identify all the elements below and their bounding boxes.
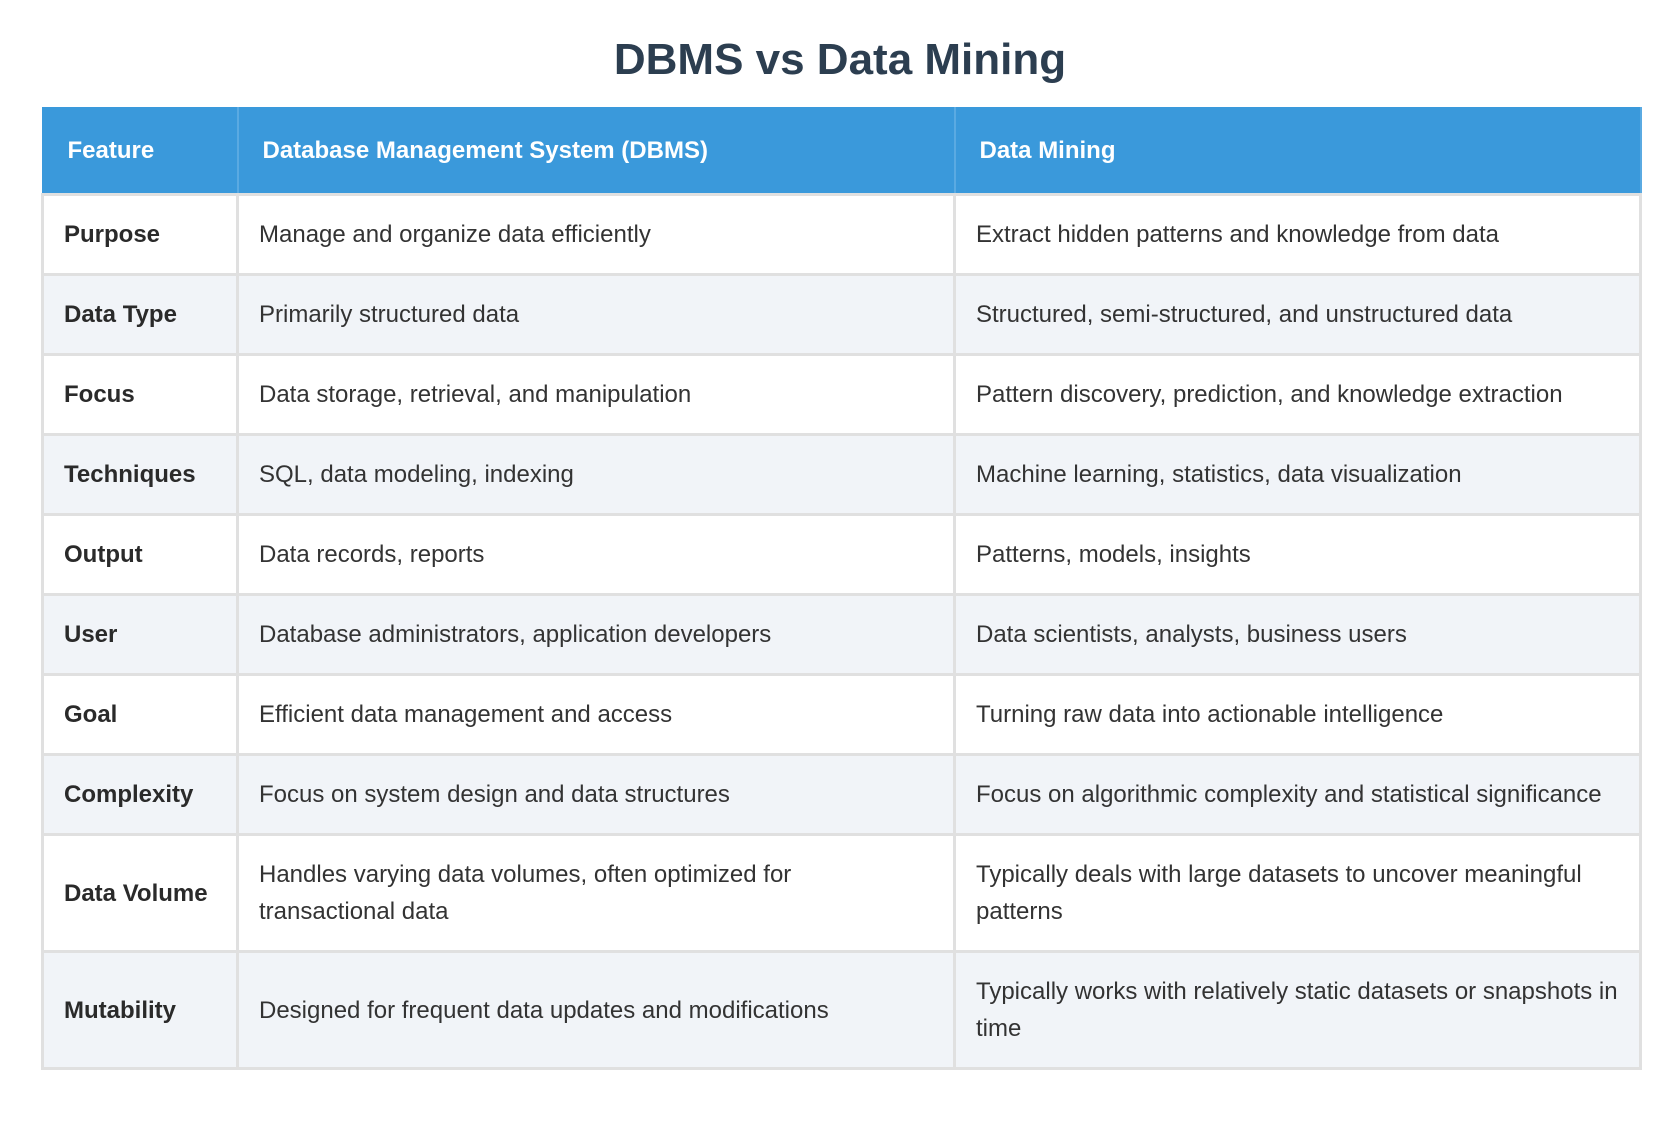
column-header: Data Mining bbox=[953, 107, 1642, 196]
table-cell: Machine learning, statistics, data visua… bbox=[953, 433, 1642, 516]
table-row: Techniques SQL, data modeling, indexing Ma… bbox=[41, 433, 1642, 516]
table-row: User Database administrators, application… bbox=[41, 593, 1642, 676]
table-row: Complexity Focus on system design and dat… bbox=[41, 753, 1642, 836]
feature-cell: Data Volume bbox=[41, 833, 239, 953]
table-cell: Pattern discovery, prediction, and knowl… bbox=[953, 353, 1642, 436]
feature-cell: User bbox=[41, 593, 239, 676]
table-cell: Focus on system design and data structur… bbox=[236, 753, 956, 836]
table-row: Purpose Manage and organize data efficien… bbox=[41, 193, 1642, 276]
title: DBMS vs Data Mining bbox=[613, 35, 1067, 84]
table-cell: Manage and organize data efficiently bbox=[236, 193, 956, 276]
feature-cell: Focus bbox=[41, 353, 239, 436]
feature-cell: Data Type bbox=[41, 273, 239, 356]
feature-cell: Techniques bbox=[41, 433, 239, 516]
table-row: Data Type Primarily structured data Struct… bbox=[41, 273, 1642, 356]
table-cell: Data records, reports bbox=[236, 513, 956, 596]
table-row: Focus Data storage, retrieval, and manipu… bbox=[41, 353, 1642, 436]
table-cell: Primarily structured data bbox=[236, 273, 956, 356]
table-cell: SQL, data modeling, indexing bbox=[236, 433, 956, 516]
table-cell: Typically works with relatively static d… bbox=[953, 950, 1642, 1070]
table-cell: Designed for frequent data updates and m… bbox=[236, 950, 956, 1070]
table-row: Mutability Designed for frequent data upd… bbox=[41, 950, 1642, 1070]
table-row: Data Volume Handles varying data volumes,… bbox=[41, 833, 1642, 953]
table-row: Output Data records, reports Patterns, mod… bbox=[41, 513, 1642, 596]
table-cell: Data scientists, analysts, business user… bbox=[953, 593, 1642, 676]
header-row: Feature Database Management System (DBMS)… bbox=[41, 107, 1642, 196]
table-row: Goal Efficient data management and access… bbox=[41, 673, 1642, 756]
table-cell: Handles varying data volumes, often opti… bbox=[236, 833, 956, 953]
comparison-table: Feature Database Management System (DBMS)… bbox=[41, 107, 1642, 1070]
table-cell: Patterns, models, insights bbox=[953, 513, 1642, 596]
feature-cell: Purpose bbox=[41, 193, 239, 276]
feature-cell: Output bbox=[41, 513, 239, 596]
table-cell: Structured, semi-structured, and unstruc… bbox=[953, 273, 1642, 356]
feature-cell: Mutability bbox=[41, 950, 239, 1070]
column-header: Database Management System (DBMS) bbox=[236, 107, 956, 196]
table-cell: Extract hidden patterns and knowledge fr… bbox=[953, 193, 1642, 276]
table-cell: Efficient data management and access bbox=[236, 673, 956, 756]
table-cell: Typically deals with large datasets to u… bbox=[953, 833, 1642, 953]
table-cell: Database administrators, application dev… bbox=[236, 593, 956, 676]
table-cell: Turning raw data into actionable intelli… bbox=[953, 673, 1642, 756]
column-header: Feature bbox=[41, 107, 239, 196]
feature-cell: Goal bbox=[41, 673, 239, 756]
feature-cell: Complexity bbox=[41, 753, 239, 836]
table-cell: Focus on algorithmic complexity and stat… bbox=[953, 753, 1642, 836]
table-cell: Data storage, retrieval, and manipulatio… bbox=[236, 353, 956, 436]
